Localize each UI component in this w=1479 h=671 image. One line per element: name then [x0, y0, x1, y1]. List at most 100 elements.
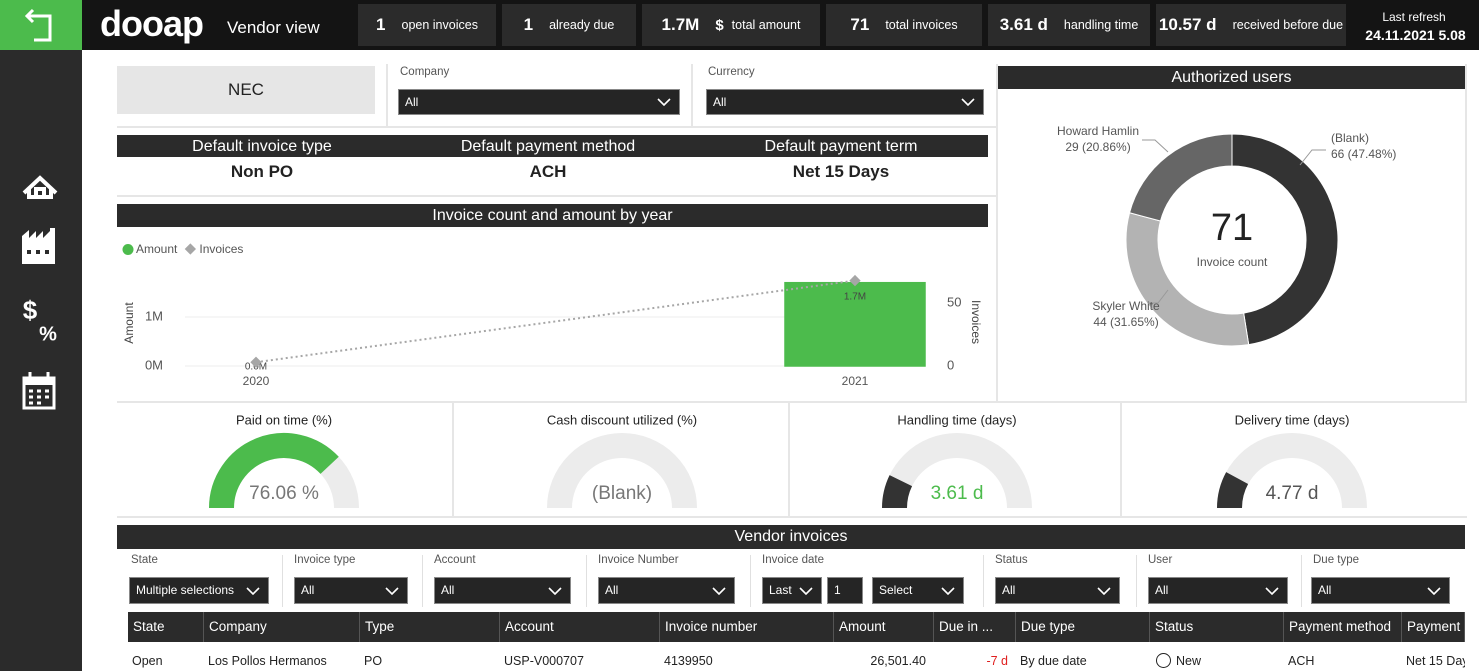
column-header: Amount: [834, 612, 934, 642]
column-header: Invoice number: [660, 612, 834, 642]
kpi-card: 1 already due: [502, 4, 636, 46]
table-cell: Open: [132, 654, 163, 668]
chevron-line: [961, 98, 975, 106]
x-tick-label: 2021: [842, 374, 869, 388]
dropdown[interactable]: All: [598, 577, 735, 604]
chevron-line: [799, 586, 813, 595]
chevron: [1427, 586, 1441, 595]
default-value: ACH: [529, 162, 567, 181]
dropdown-value: All: [301, 583, 315, 597]
dropdown[interactable]: All: [294, 577, 408, 604]
sidebar: $ %: [0, 50, 82, 671]
filter-label: Company: [400, 66, 450, 78]
column-header: Due in ...: [934, 612, 1016, 642]
chevron: [941, 586, 955, 595]
filter-label: User: [1148, 554, 1173, 566]
y-axis-title: Amount: [122, 302, 136, 344]
separator: [788, 403, 790, 517]
gauge-title: Handling time (days): [897, 412, 1016, 427]
filter-label: Account: [434, 554, 476, 566]
chevron: [712, 586, 726, 595]
legend-label: Invoices: [199, 242, 243, 256]
separator: [983, 555, 984, 607]
filter-label: Currency: [708, 66, 755, 78]
separator: [117, 195, 997, 197]
dropdown[interactable]: Multiple selections: [129, 577, 269, 604]
finance-icon[interactable]: $ %: [23, 295, 57, 345]
dropdown-value: All: [605, 583, 619, 597]
dropdown[interactable]: 1: [827, 577, 863, 604]
chevron-line: [385, 586, 399, 595]
filter-label: Status: [995, 554, 1028, 566]
default-value: Net 15 Days: [792, 162, 890, 181]
chevron-line: [1265, 586, 1279, 595]
chevron: [961, 98, 975, 106]
calendar-days: [29, 389, 49, 405]
separator: [1465, 64, 1467, 402]
dropdown[interactable]: All: [434, 577, 571, 604]
sidebar-icons: $ %: [22, 175, 58, 410]
finance-icon-text: %: [39, 323, 57, 345]
separator: [750, 555, 751, 607]
dropdown-value: 1: [834, 583, 841, 597]
dropdown-value: All: [713, 95, 727, 109]
column-header: Account: [500, 612, 660, 642]
back-icon: [24, 8, 52, 42]
table-cell: -7 d: [986, 654, 1008, 668]
gauge-track: [547, 433, 697, 509]
dropdown[interactable]: All: [398, 89, 680, 115]
dropdown[interactable]: All: [1311, 577, 1450, 604]
dropdown[interactable]: Select: [872, 577, 964, 604]
dropdown[interactable]: All: [995, 577, 1120, 604]
separator: [117, 401, 1467, 403]
bar: [784, 281, 926, 367]
dropdown-value: All: [405, 95, 419, 109]
default-label: Default invoice type: [192, 138, 332, 155]
chevron: [1265, 586, 1279, 595]
separator: [1120, 403, 1122, 517]
calendar-icon[interactable]: [22, 372, 56, 410]
kpi-card: 1.7M $ total amount: [642, 4, 820, 46]
kpi-card: 10.57 d received before due: [1156, 4, 1346, 46]
chart-title: Invoice count and amount by year: [117, 204, 988, 227]
leader-line: [1149, 289, 1169, 304]
slice-value-label: 29 (20.86%): [1065, 140, 1130, 154]
dropdown[interactable]: All: [1148, 577, 1288, 604]
column-header: Type: [360, 612, 500, 642]
factory-window: [27, 250, 31, 254]
home-icon[interactable]: [22, 175, 58, 199]
separator: [691, 64, 693, 126]
line-series: [255, 279, 856, 364]
defaults-bar: [117, 135, 988, 157]
column-header: Payment method: [1284, 612, 1402, 642]
center-value: 71: [1211, 207, 1253, 249]
dropdown[interactable]: All: [706, 89, 984, 115]
separator: [422, 555, 423, 607]
calendar-rings: [28, 372, 50, 380]
refresh-value: 24.11.2021 5.08: [1365, 27, 1466, 43]
column-header: Due type: [1016, 612, 1150, 642]
data-label: 1.7M: [844, 291, 866, 302]
dropdown-value: Select: [879, 583, 913, 597]
leader-line: [1299, 149, 1326, 166]
chevron-line: [657, 98, 671, 106]
vendor-icon[interactable]: [22, 228, 55, 264]
column-header: Company: [204, 612, 360, 642]
slice-label: (Blank): [1331, 131, 1369, 145]
dropdown-value: Last: [769, 583, 792, 597]
separator: [586, 555, 587, 607]
table-cell: PO: [364, 654, 383, 668]
dropdown[interactable]: Last: [762, 577, 822, 604]
slice-label: Howard Hamlin: [1057, 124, 1139, 138]
kpi-value: 3.61 d: [999, 15, 1048, 34]
chart-title: Authorized users: [998, 66, 1465, 89]
table-cell: USP-V000707: [504, 654, 584, 668]
kpi-value: 1.7M: [661, 15, 700, 34]
factory-window: [45, 250, 49, 254]
center-label: Invoice count: [1197, 255, 1268, 269]
slice-value-label: 44 (31.65%): [1093, 315, 1158, 329]
slice-label: Skyler White: [1092, 299, 1160, 313]
filter-label: Invoice type: [294, 554, 356, 566]
gauge-title: Paid on time (%): [236, 412, 332, 427]
back-button[interactable]: [0, 0, 82, 50]
